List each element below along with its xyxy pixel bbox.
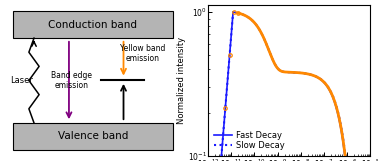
Text: Laser: Laser — [11, 76, 34, 85]
Slow Decay — [234, 12, 239, 14]
Fast Decay — [234, 12, 239, 14]
Y-axis label: Normalized intensity: Normalized intensity — [177, 37, 186, 124]
Slow Decay — [231, 11, 235, 13]
Fast Decay — [224, 91, 229, 93]
Slow Decay — [275, 67, 280, 69]
Fast Decay — [275, 67, 280, 69]
Text: Valence band: Valence band — [57, 132, 128, 142]
Legend: Fast Decay, Slow Decay: Fast Decay, Slow Decay — [212, 129, 287, 152]
Text: Conduction band: Conduction band — [48, 19, 137, 29]
Fast Decay — [268, 53, 273, 55]
Text: Yellow band
emission: Yellow band emission — [119, 44, 165, 63]
Line: Fast Decay: Fast Decay — [208, 12, 370, 161]
Fast Decay — [231, 11, 235, 13]
Slow Decay — [268, 53, 273, 55]
Bar — [13, 123, 173, 150]
Text: Band edge
emission: Band edge emission — [51, 71, 92, 90]
Line: Slow Decay: Slow Decay — [208, 12, 370, 161]
Slow Decay — [224, 91, 229, 93]
Bar — [13, 11, 173, 38]
